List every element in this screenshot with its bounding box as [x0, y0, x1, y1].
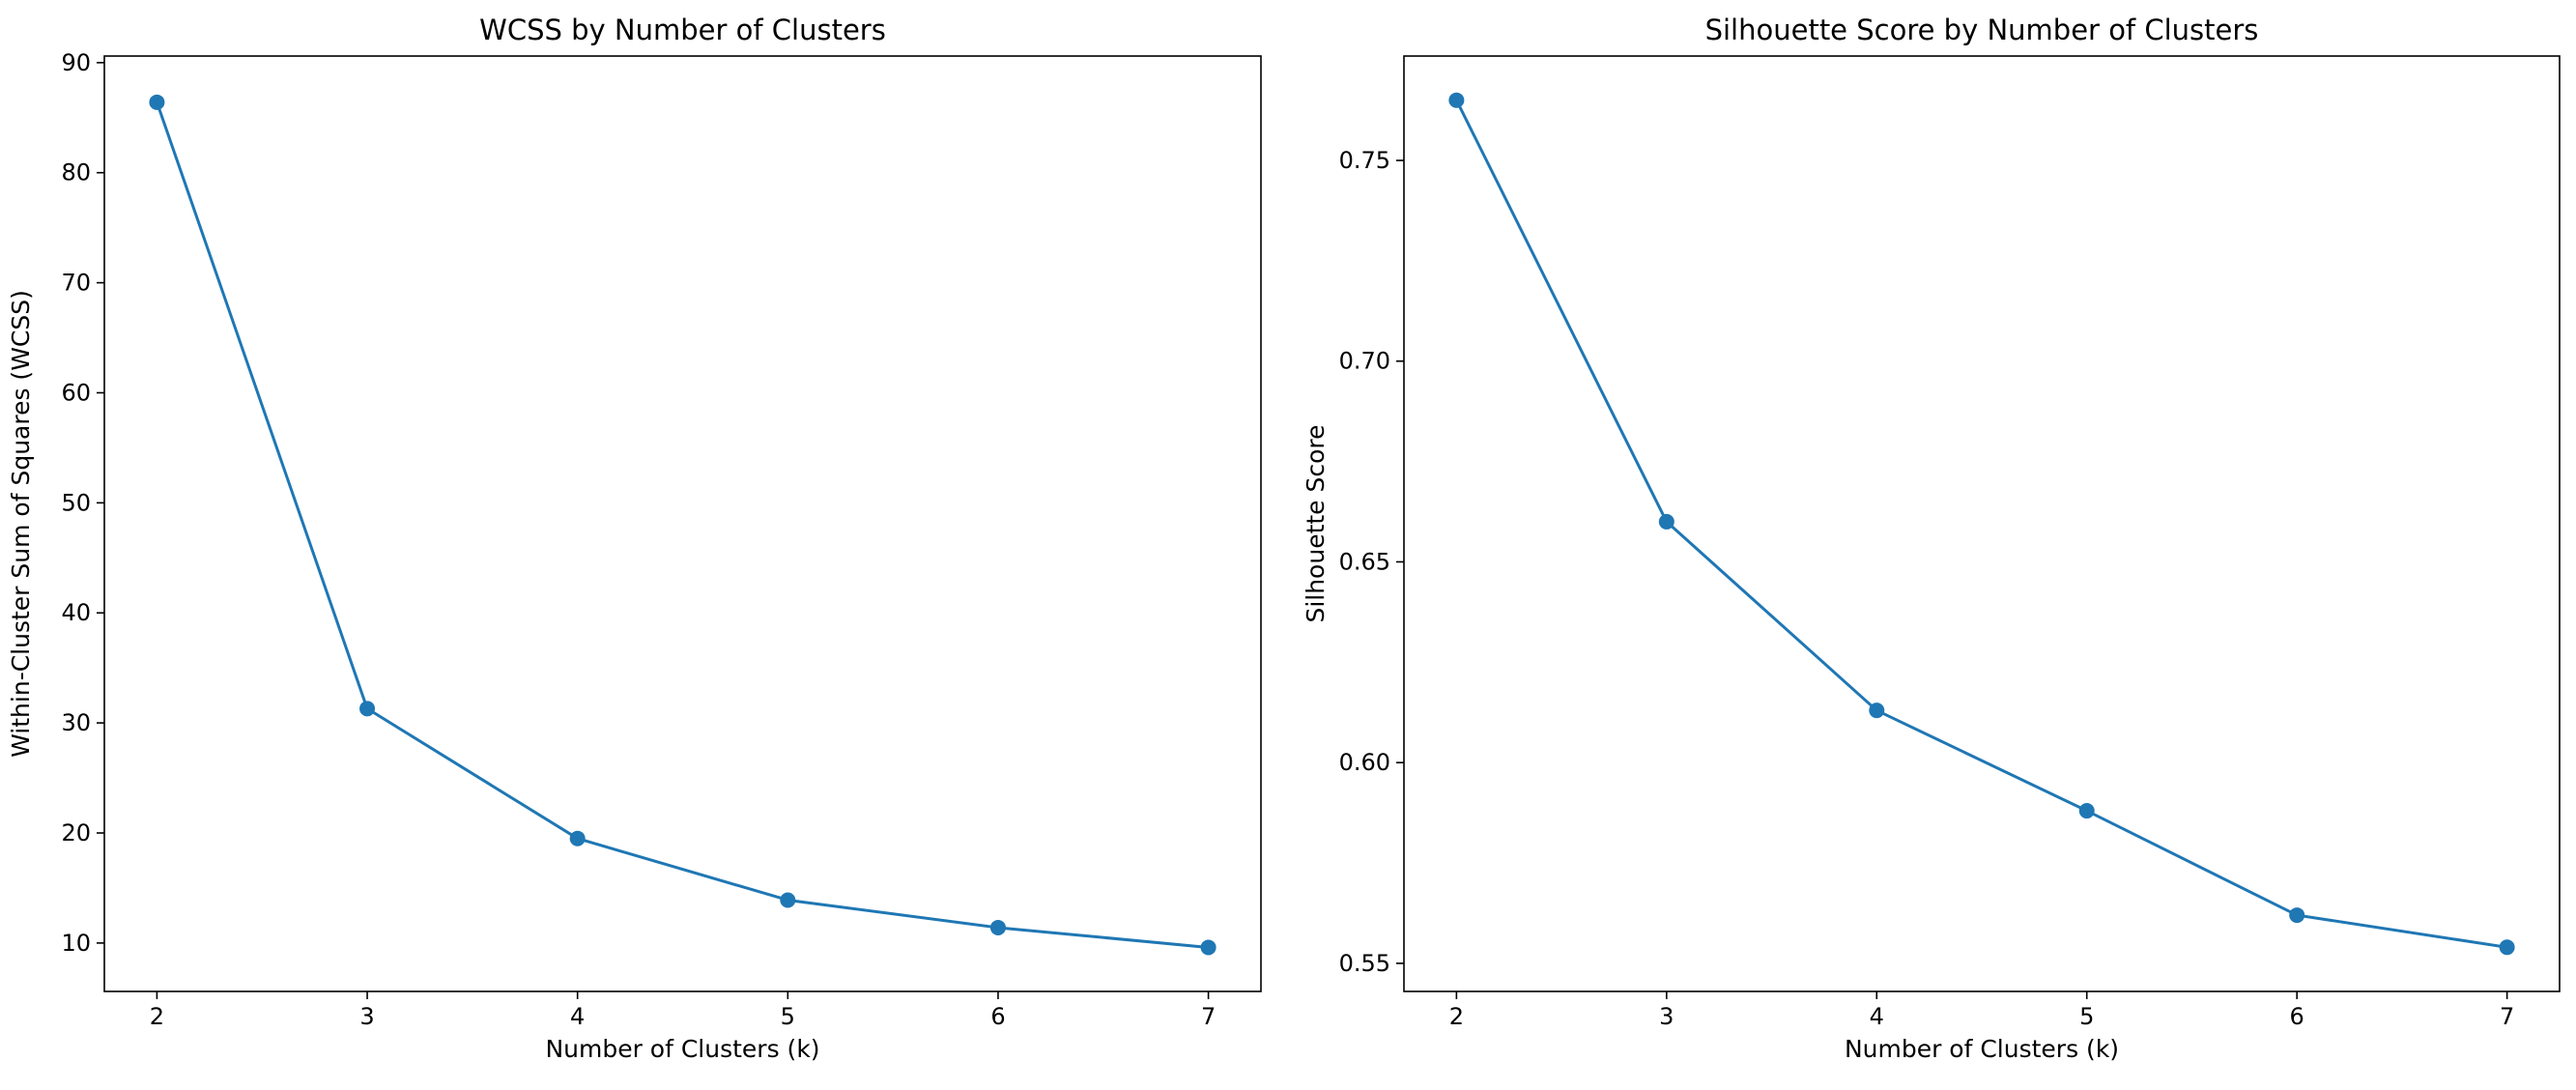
y-axis-label: Within-Cluster Sum of Squares (WCSS)	[7, 290, 35, 758]
y-axis-label: Silhouette Score	[1302, 424, 1330, 622]
x-tick-label: 3	[359, 1003, 374, 1030]
x-tick-label: 5	[2079, 1003, 2094, 1030]
data-point	[359, 701, 376, 717]
data-point	[2078, 803, 2095, 819]
y-tick-label: 0.75	[1339, 147, 1390, 174]
plot-frame	[103, 55, 1262, 992]
data-point	[569, 830, 586, 846]
data-point	[1200, 939, 1216, 956]
data-point	[2289, 907, 2305, 924]
data-point	[149, 94, 165, 110]
x-tick-label: 7	[1201, 1003, 1216, 1030]
chart-title: Silhouette Score by Number of Clusters	[1705, 14, 2259, 46]
x-axis-label: Number of Clusters (k)	[545, 1035, 819, 1063]
x-tick-label: 5	[781, 1003, 795, 1030]
y-tick-label: 0.65	[1339, 548, 1390, 575]
y-tick-label: 70	[61, 270, 91, 297]
series-line	[1455, 100, 2507, 949]
data-point	[1448, 92, 1465, 108]
data-point	[780, 892, 796, 908]
x-tick-label: 7	[2500, 1003, 2514, 1030]
y-tick-label: 50	[61, 489, 91, 516]
x-tick-label: 2	[1449, 1003, 1464, 1030]
series-line	[155, 101, 1209, 949]
x-tick-label: 6	[990, 1003, 1005, 1030]
chart-title: WCSS by Number of Clusters	[479, 14, 886, 46]
y-tick-label: 0.70	[1339, 348, 1390, 375]
data-point	[989, 919, 1006, 935]
y-tick-label: 10	[61, 930, 91, 957]
silhouette-chart: Silhouette Score by Number of Clusters N…	[1302, 14, 2561, 1063]
x-tick-label: 4	[570, 1003, 585, 1030]
y-tick-label: 0.60	[1339, 749, 1390, 776]
y-tick-label: 0.55	[1339, 950, 1390, 977]
y-tick-label: 30	[61, 709, 91, 736]
y-tick-label: 40	[61, 599, 91, 626]
y-tick-label: 20	[61, 819, 91, 846]
wcss-chart: WCSS by Number of Clusters Number of Clu…	[7, 14, 1262, 1063]
y-tick-label: 60	[61, 379, 91, 406]
x-tick-label: 2	[150, 1003, 164, 1030]
y-tick-label: 90	[61, 49, 91, 76]
x-tick-label: 3	[1659, 1003, 1674, 1030]
data-point	[1869, 703, 1885, 719]
data-point	[1658, 513, 1674, 530]
y-tick-label: 80	[61, 159, 91, 186]
data-point	[2499, 939, 2515, 956]
x-tick-label: 4	[1870, 1003, 1884, 1030]
x-tick-label: 6	[2290, 1003, 2304, 1030]
plot-frame	[1403, 55, 2561, 992]
x-axis-label: Number of Clusters (k)	[1845, 1035, 2119, 1063]
